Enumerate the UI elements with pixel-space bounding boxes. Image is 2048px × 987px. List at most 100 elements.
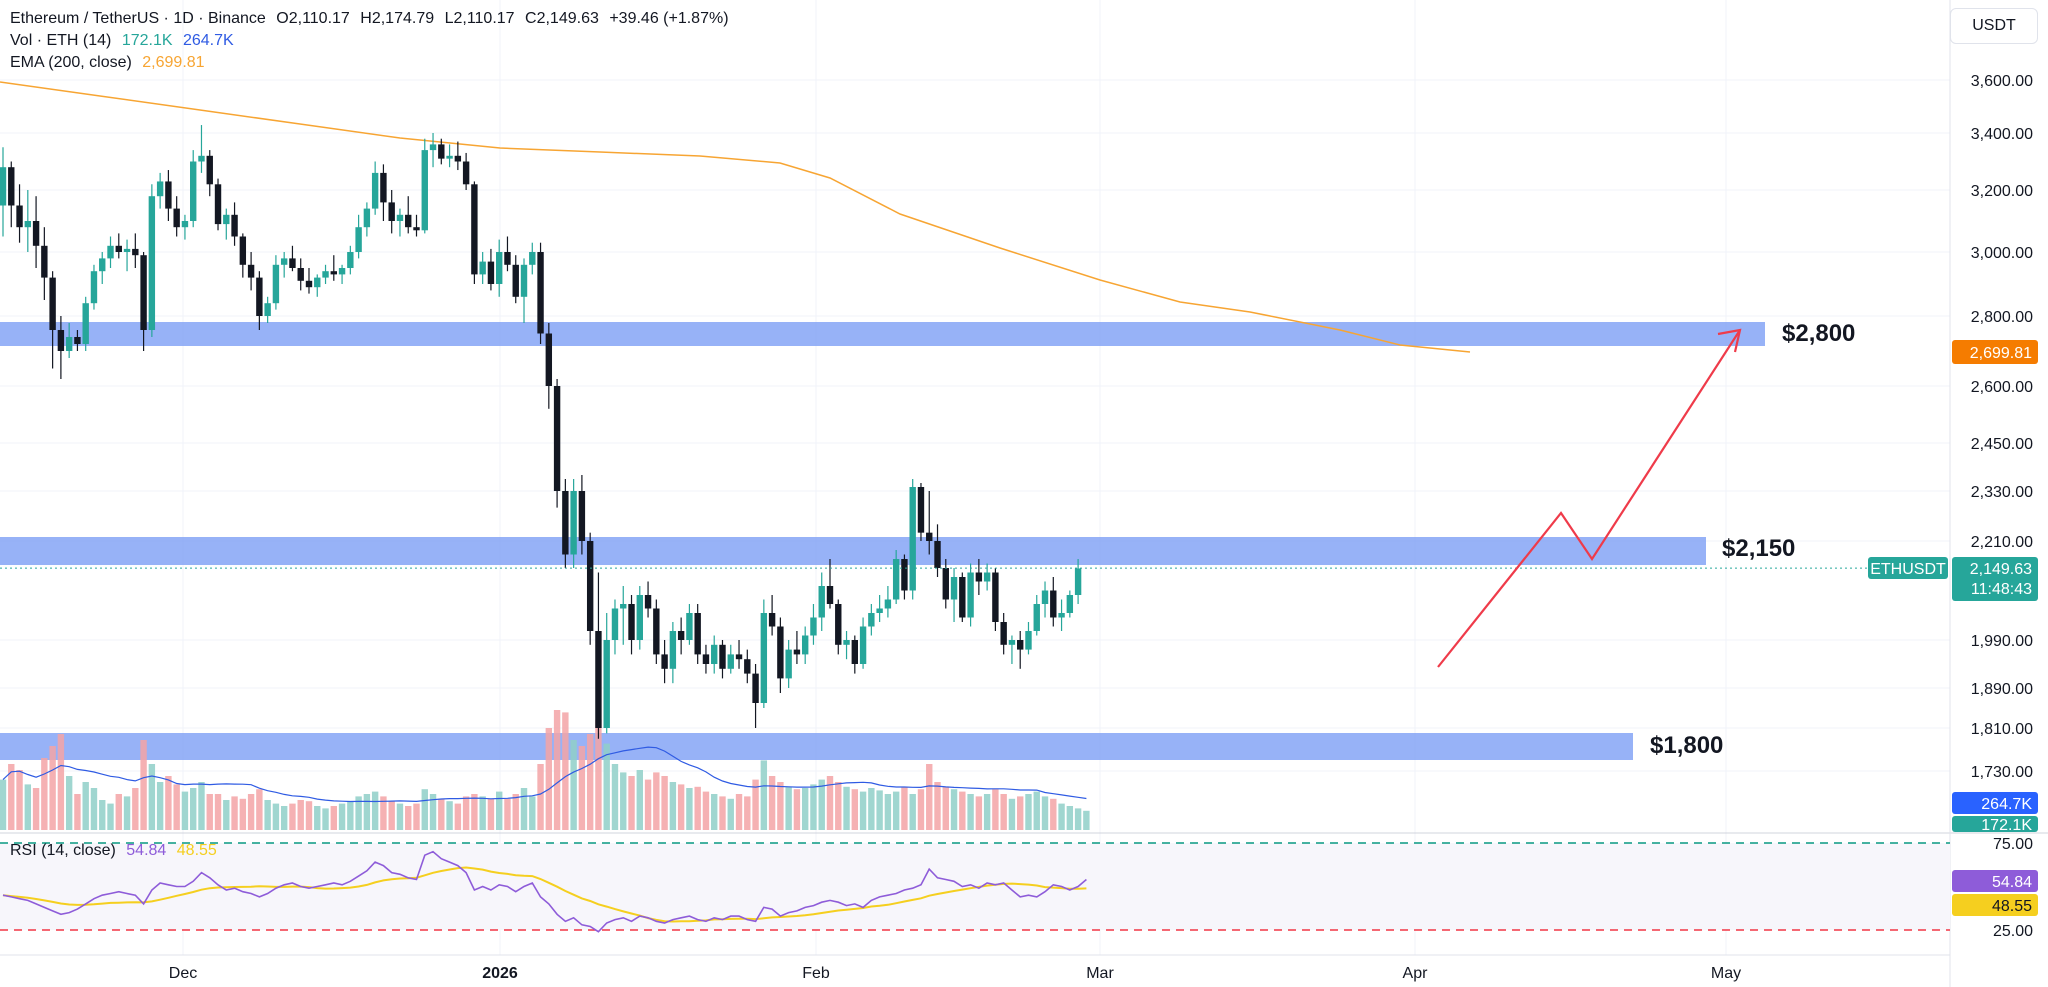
candle-body — [1058, 613, 1065, 618]
volume-bar — [892, 791, 900, 830]
volume-ma-line — [2, 746, 1087, 803]
volume-bar — [396, 803, 404, 830]
candle-body — [669, 631, 677, 669]
candle-body — [1008, 640, 1016, 645]
volume-bar — [322, 808, 329, 830]
candle-body — [421, 150, 428, 231]
volume-bar — [553, 710, 561, 830]
candle-body — [917, 487, 925, 533]
low-value: L2,110.17 — [444, 10, 515, 27]
candle-body — [206, 155, 213, 185]
bar-countdown: 11:48:43 — [1971, 581, 2032, 598]
rsi-value: 54.84 — [126, 842, 167, 859]
candle-body — [363, 208, 371, 228]
ema-line — [0, 81, 1471, 353]
candle-body — [843, 640, 850, 645]
candle-body — [380, 172, 387, 203]
volume-bar — [115, 794, 122, 830]
rsi-tag-bg — [1952, 870, 2038, 892]
volume-bar — [41, 758, 48, 830]
volume-bar — [975, 796, 983, 830]
volume-bar — [413, 803, 420, 830]
volume-bar — [727, 798, 734, 830]
volume-bar — [653, 772, 660, 830]
volume-bar — [835, 782, 842, 830]
candle-body — [553, 386, 561, 491]
volume-bar — [942, 786, 949, 830]
candle-body — [338, 268, 346, 275]
candle-body — [264, 303, 271, 316]
legend-volume: Vol · ETH (14) 172.1K 264.7K — [10, 32, 240, 50]
price-tick-label: 1,810.00 — [1971, 721, 2033, 738]
candle-body — [810, 617, 817, 636]
volume-bar — [264, 800, 271, 830]
candle-body — [123, 248, 131, 252]
candle-body — [570, 491, 577, 555]
volume-bar — [363, 794, 371, 830]
time-tick-label: Mar — [1086, 965, 1114, 982]
volume-bar — [512, 794, 519, 830]
candle-body — [82, 303, 89, 344]
volume-bar — [239, 798, 247, 830]
volume-bar — [206, 794, 213, 830]
ema-value: 2,699.81 — [142, 54, 205, 71]
volume-bar — [181, 791, 189, 830]
candle-body — [620, 604, 627, 609]
candle-body — [752, 673, 759, 703]
candle-body — [49, 277, 56, 330]
candle-body — [1066, 595, 1074, 613]
volume-ma-tag: 264.7K — [1981, 796, 2032, 813]
price-tick-label: 1,890.00 — [1971, 681, 2033, 698]
volume-bar — [371, 791, 379, 830]
candle-body — [496, 252, 503, 284]
volume-bar — [405, 806, 412, 830]
candle-body — [777, 626, 784, 679]
candle-body — [884, 599, 892, 609]
volume-bar — [843, 786, 850, 830]
change-value: +39.46 (+1.87%) — [609, 10, 729, 27]
candle-body — [868, 613, 875, 627]
candle-body — [512, 264, 519, 297]
candle-body — [859, 626, 867, 664]
volume-bar — [99, 800, 106, 830]
volume-bar — [1000, 794, 1007, 830]
candle-body — [636, 595, 643, 640]
volume-bar — [380, 796, 387, 830]
candle-body — [8, 167, 15, 206]
volume-bar — [438, 798, 445, 830]
volume-bar — [644, 779, 652, 830]
volume-bar — [32, 788, 40, 830]
rsi-tick-label: 25.00 — [1993, 923, 2033, 940]
candle-body — [181, 221, 189, 228]
rsi-line — [2, 850, 1087, 933]
candle-body — [140, 255, 147, 330]
rsi-label: RSI (14, close) — [10, 842, 116, 859]
legend-rsi: RSI (14, close) 54.84 48.55 — [10, 842, 223, 860]
volume-bar — [1050, 798, 1057, 830]
candle-body — [611, 608, 619, 640]
volume-bar — [777, 782, 784, 830]
ema-price-tag: 2,699.81 — [1970, 345, 2032, 362]
volume-bar — [917, 789, 925, 830]
volume-bar — [628, 776, 635, 830]
vol-value: 172.1K — [121, 32, 173, 49]
candle-body — [909, 487, 916, 591]
volume-bar — [421, 789, 428, 830]
volume-bar — [16, 770, 23, 830]
volume-bar — [1083, 810, 1090, 830]
candle-body — [16, 205, 23, 228]
candle-body — [992, 572, 999, 622]
time-tick-label: Dec — [169, 965, 197, 982]
vol-ma-value: 264.7K — [182, 32, 234, 49]
volume-bar — [305, 801, 313, 830]
candle-body — [99, 258, 106, 272]
support-resistance-zone — [0, 733, 1633, 760]
candle-body — [851, 640, 859, 664]
currency-button[interactable]: USDT — [1950, 8, 2038, 44]
candle-body — [504, 252, 511, 265]
candle-body — [24, 221, 32, 228]
volume-bar — [140, 740, 147, 830]
candle-body — [173, 208, 180, 228]
volume-bar — [859, 791, 867, 830]
